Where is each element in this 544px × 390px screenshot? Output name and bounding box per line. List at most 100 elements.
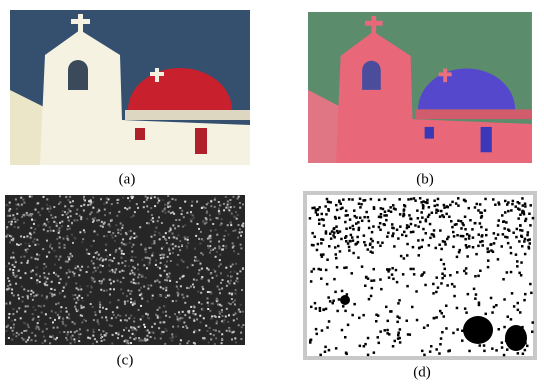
noise-dot [201, 276, 203, 278]
noise-dot [504, 200, 507, 203]
noise-dot [359, 345, 362, 348]
noise-dot [165, 289, 167, 291]
noise-dot [88, 253, 90, 255]
noise-dot [423, 271, 426, 274]
noise-dot [31, 257, 33, 259]
noise-dot [350, 234, 353, 237]
noise-dot [146, 339, 148, 341]
noise-dot [487, 266, 490, 269]
noise-dot [241, 289, 243, 291]
noise-dot [237, 198, 239, 200]
noise-dot [182, 226, 184, 228]
noise-dot [493, 306, 496, 309]
noise-dot [501, 346, 504, 349]
noise-dot [385, 214, 388, 217]
noise-dot [109, 270, 111, 272]
noise-dot [20, 235, 22, 237]
noise-dot [117, 337, 119, 339]
noise-dot [151, 214, 153, 216]
noise-dot [417, 225, 420, 228]
noise-dot [60, 278, 62, 280]
noise-dot [117, 280, 119, 282]
noise-dot [367, 248, 370, 251]
noise-dot [179, 343, 181, 345]
noise-dot [122, 225, 124, 227]
noise-dot [109, 288, 111, 290]
noise-dot [495, 349, 498, 352]
noise-dot [35, 328, 37, 330]
noise-dot [445, 327, 448, 330]
noise-dot [194, 248, 196, 250]
noise-dot [200, 252, 202, 254]
noise-dot [132, 260, 134, 262]
noise-dot [152, 295, 154, 297]
noise-dot [190, 306, 192, 308]
noise-dot [170, 212, 172, 214]
noise-dot [241, 225, 243, 227]
noise-dot [478, 304, 481, 307]
noise-dot [242, 324, 244, 326]
noise-dot [195, 330, 197, 332]
noise-dot [177, 264, 179, 266]
noise-dot [357, 221, 360, 224]
noise-dot [485, 313, 488, 316]
noise-dot [235, 293, 237, 295]
noise-dot [53, 327, 55, 329]
noise-dot [11, 289, 13, 291]
noise-dot [460, 235, 463, 238]
noise-dot [111, 234, 113, 236]
cross [365, 21, 383, 26]
noise-dot [25, 249, 27, 251]
noise-dot [126, 342, 128, 344]
noise-dot [227, 224, 229, 226]
noise-dot [32, 292, 34, 294]
noise-dot [146, 199, 148, 201]
noise-dot [117, 229, 119, 231]
noise-dot [476, 203, 479, 206]
noise-dot [50, 230, 52, 232]
noise-dot [17, 227, 19, 229]
noise-dot [413, 197, 416, 200]
noise-dot [27, 324, 29, 326]
noise-dot [233, 215, 235, 217]
noise-dot [229, 282, 231, 284]
noise-dot [441, 331, 444, 334]
noise-dot [115, 251, 117, 253]
noise-dot [16, 311, 18, 313]
noise-dot [124, 265, 126, 267]
noise-dot [426, 199, 429, 202]
noise-dot [316, 214, 319, 217]
noise-dot [99, 311, 101, 313]
noise-dot [106, 319, 108, 321]
noise-dot [391, 223, 394, 226]
noise-dot [336, 209, 339, 212]
noise-dot [91, 279, 93, 281]
noise-dot [493, 242, 496, 245]
noise-dot [13, 333, 15, 335]
noise-dot [129, 200, 131, 202]
noise-dot [363, 234, 366, 237]
noise-dot [76, 330, 78, 332]
noise-dot [22, 301, 24, 303]
noise-dot [196, 318, 198, 320]
noise-dot [440, 259, 443, 262]
noise-dot [198, 238, 200, 240]
noise-dot [220, 224, 222, 226]
noise-dot [20, 197, 22, 199]
noise-dot [93, 256, 95, 258]
noise-dot [50, 214, 52, 216]
noise-dot [425, 232, 428, 235]
noise-dot [429, 350, 432, 353]
noise-dot [94, 230, 96, 232]
window [425, 127, 434, 139]
noise-dot [154, 323, 156, 325]
noise-dot [509, 246, 512, 249]
noise-dot [30, 277, 32, 279]
noise-dot [78, 337, 80, 339]
noise-dot [80, 205, 82, 207]
noise-dot [465, 272, 468, 275]
noise-dot [203, 206, 205, 208]
noise-dot [194, 256, 196, 258]
noise-dot [13, 294, 15, 296]
noise-dot [151, 298, 153, 300]
